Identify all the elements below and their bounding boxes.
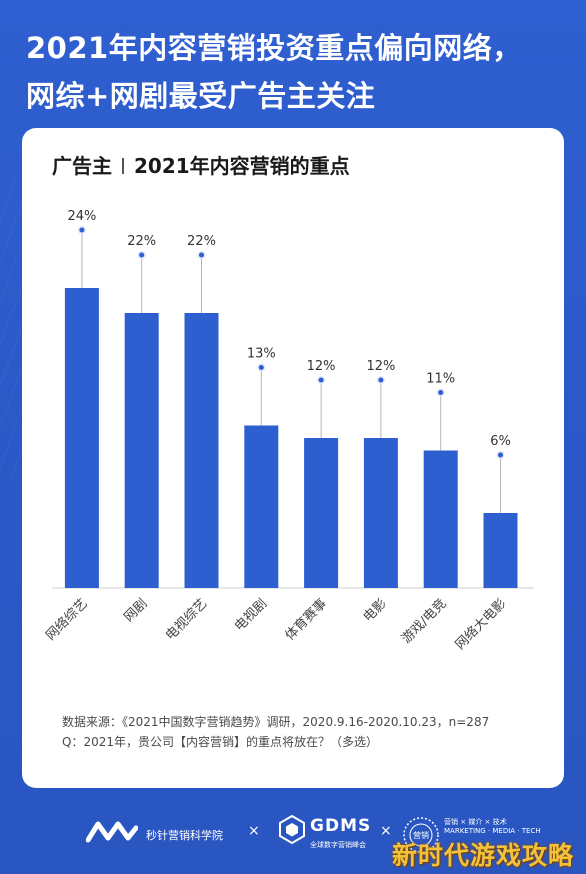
gdms-subtitle: 全球数字营销峰会	[310, 841, 366, 849]
summit-seal-icon: 营销	[403, 817, 439, 853]
category-tick-label: 电影	[361, 596, 390, 625]
headline-line-1: 2021年内容营销投资重点偏向网络，	[26, 31, 522, 65]
summit-brand-line-1: 营销 × 媒介 × 技术	[444, 818, 507, 826]
gdms-brand-name: GDMS	[310, 816, 372, 836]
data-point	[199, 252, 204, 258]
category-tick-label: 网络大电影	[452, 596, 509, 653]
data-source-note: 数据来源：《2021中国数字营销趋势》调研，2020.9.16-2020.10.…	[62, 715, 490, 729]
watermark-text: 新时代游戏攻略	[392, 841, 575, 870]
data-point	[318, 377, 324, 383]
title-separator	[122, 158, 124, 174]
summit-brand-text: 营销 × 媒介 × 技术 MARKETING · MEDIA · TECH	[444, 818, 541, 836]
data-point	[258, 365, 264, 370]
category-tick-label: 体育赛事	[282, 596, 330, 644]
survey-question-note: Q：2021年，贵公司【内容营销】的重点将放在？（多选）	[62, 735, 378, 749]
value-label: 11%	[426, 372, 455, 387]
bar	[483, 513, 518, 588]
category-tick-label: 电视综艺	[163, 596, 210, 643]
headline-line-2: 网综+网剧最受广告主关注	[26, 79, 376, 113]
page-headline: 2021年内容营销投资重点偏向网络， 网综+网剧最受广告主关注	[26, 24, 566, 120]
value-label: 12%	[307, 359, 336, 374]
value-label: 13%	[247, 347, 276, 362]
collab-x-1: ×	[248, 823, 260, 839]
bar	[64, 288, 99, 588]
category-tick-label: 游戏/电竞	[398, 596, 449, 647]
chart-title-main: 2021年内容营销的重点	[134, 154, 350, 178]
category-tick-label: 网络综艺	[43, 596, 91, 644]
summit-brand-line-2: MARKETING · MEDIA · TECH	[444, 827, 541, 835]
bar-chart: 24% 网络综艺 22% 网剧 22% 电视综艺 13% 电视剧 12% 体育赛事 12% 电影 11%…	[43, 209, 534, 653]
bar	[244, 425, 279, 588]
value-label: 12%	[366, 359, 395, 374]
gdms-logo-icon	[279, 814, 305, 844]
miaozhen-brand-name: 秒针营销科学院	[146, 829, 223, 842]
data-point	[438, 390, 444, 395]
category-tick-label: 网剧	[122, 596, 151, 625]
seal-text: 营销	[413, 830, 429, 840]
collab-x-2: ×	[380, 823, 392, 839]
value-label: 22%	[187, 234, 216, 249]
chart-card: 广告主 2021年内容营销的重点 24% 网络综艺 22% 网剧 22% 电视综艺 13% 电视…	[22, 128, 564, 788]
value-label: 22%	[127, 234, 156, 249]
data-point	[498, 452, 503, 458]
bar	[423, 450, 458, 588]
bar	[363, 438, 398, 588]
chart-notes: 数据来源：《2021中国数字营销趋势》调研，2020.9.16-2020.10.…	[62, 712, 542, 752]
chart-title-prefix: 广告主	[52, 154, 112, 178]
bar	[304, 438, 339, 588]
bar	[124, 313, 159, 588]
category-tick-label: 电视剧	[232, 596, 270, 634]
data-point	[378, 377, 384, 383]
value-label: 24%	[67, 209, 96, 224]
data-point	[79, 227, 85, 233]
data-point	[139, 252, 145, 258]
chart-title: 广告主 2021年内容营销的重点	[52, 150, 350, 179]
miaozhen-logo-icon	[86, 821, 138, 843]
footer: 秒针营销科学院 × GDMS 全球数字营销峰会 × 营销 营销 × 媒介 × 技…	[0, 808, 586, 858]
value-label: 6%	[490, 434, 511, 449]
bar	[184, 313, 219, 588]
